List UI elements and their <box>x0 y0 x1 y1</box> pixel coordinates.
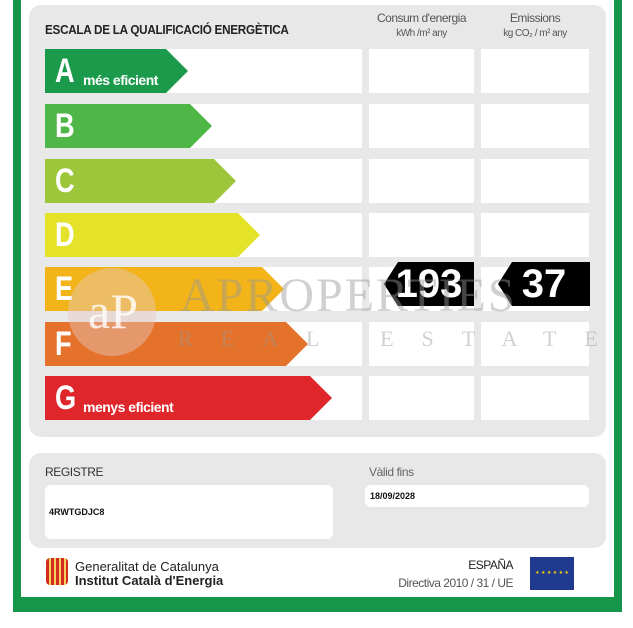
rating-arrow-f: F <box>45 322 308 366</box>
emissions-cell <box>481 49 589 93</box>
rating-letter: A <box>55 52 75 90</box>
rating-arrow-c: C <box>45 159 236 203</box>
rating-arrow-g: G menys eficient <box>45 376 332 420</box>
registry-field: 4RWTGDJC8 <box>45 485 333 539</box>
emissions-title: Emissions <box>509 11 561 25</box>
generalitat-logo <box>46 558 68 585</box>
consumption-unit: kWh /m² any <box>396 28 447 39</box>
directive: Directiva 2010 / 31 / UE <box>398 576 513 590</box>
rating-letter: F <box>55 325 72 363</box>
consumption-header: Consum d'energia kWh /m² any <box>369 11 474 41</box>
consumption-cell <box>369 159 474 203</box>
valid-until-label: Vàlid fins <box>369 465 414 479</box>
scale-title: ESCALA DE LA QUALIFICACIÓ ENERGÈTICA <box>45 22 289 37</box>
rating-arrow-a: A més eficient <box>45 49 188 93</box>
institute-name: Institut Català d'Energia <box>75 573 224 588</box>
registry-label: REGISTRE <box>45 465 104 479</box>
emissions-cell <box>481 104 589 148</box>
emissions-value-badge: 37 <box>498 262 590 306</box>
rating-panel: ESCALA DE LA QUALIFICACIÓ ENERGÈTICA Con… <box>29 5 606 437</box>
consumption-cell <box>369 376 474 420</box>
rating-letter: D <box>55 216 75 254</box>
emissions-unit: kg CO₂ / m² any <box>503 28 567 39</box>
consumption-value-badge: 193 <box>384 262 474 306</box>
rating-arrow-e: E <box>45 267 284 311</box>
rating-letter: B <box>55 107 75 145</box>
frame-border <box>614 0 622 612</box>
rating-label: més eficient <box>83 72 158 88</box>
rating-letter: E <box>55 270 74 308</box>
frame-border <box>13 0 21 612</box>
emissions-cell <box>481 159 589 203</box>
emissions-cell <box>481 376 589 420</box>
rating-letter: C <box>55 162 75 200</box>
country: ESPAÑA <box>468 558 513 572</box>
rating-letter: G <box>55 379 77 417</box>
emissions-header: Emissions kg CO₂ / m² any <box>481 11 589 41</box>
frame-border <box>13 597 622 612</box>
consumption-title: Consum d'energia <box>376 11 467 25</box>
rating-arrow-d: D <box>45 213 260 257</box>
org-name: Generalitat de Catalunya <box>75 559 219 574</box>
consumption-cell <box>369 104 474 148</box>
eu-flag-icon: ★ ★ ★ ★ ★ ★ <box>530 557 574 590</box>
registry-value: 4RWTGDJC8 <box>49 507 105 517</box>
emissions-cell <box>481 213 589 257</box>
consumption-cell <box>369 49 474 93</box>
rating-label: menys eficient <box>83 399 174 415</box>
valid-until-value: 18/09/2028 <box>370 491 416 501</box>
valid-until-field: 18/09/2028 <box>365 485 589 507</box>
consumption-cell <box>369 213 474 257</box>
registry-panel: REGISTRE 4RWTGDJC8 Vàlid fins 18/09/2028 <box>29 453 606 548</box>
emissions-cell <box>481 322 589 366</box>
rating-arrow-b: B <box>45 104 212 148</box>
consumption-cell <box>369 322 474 366</box>
